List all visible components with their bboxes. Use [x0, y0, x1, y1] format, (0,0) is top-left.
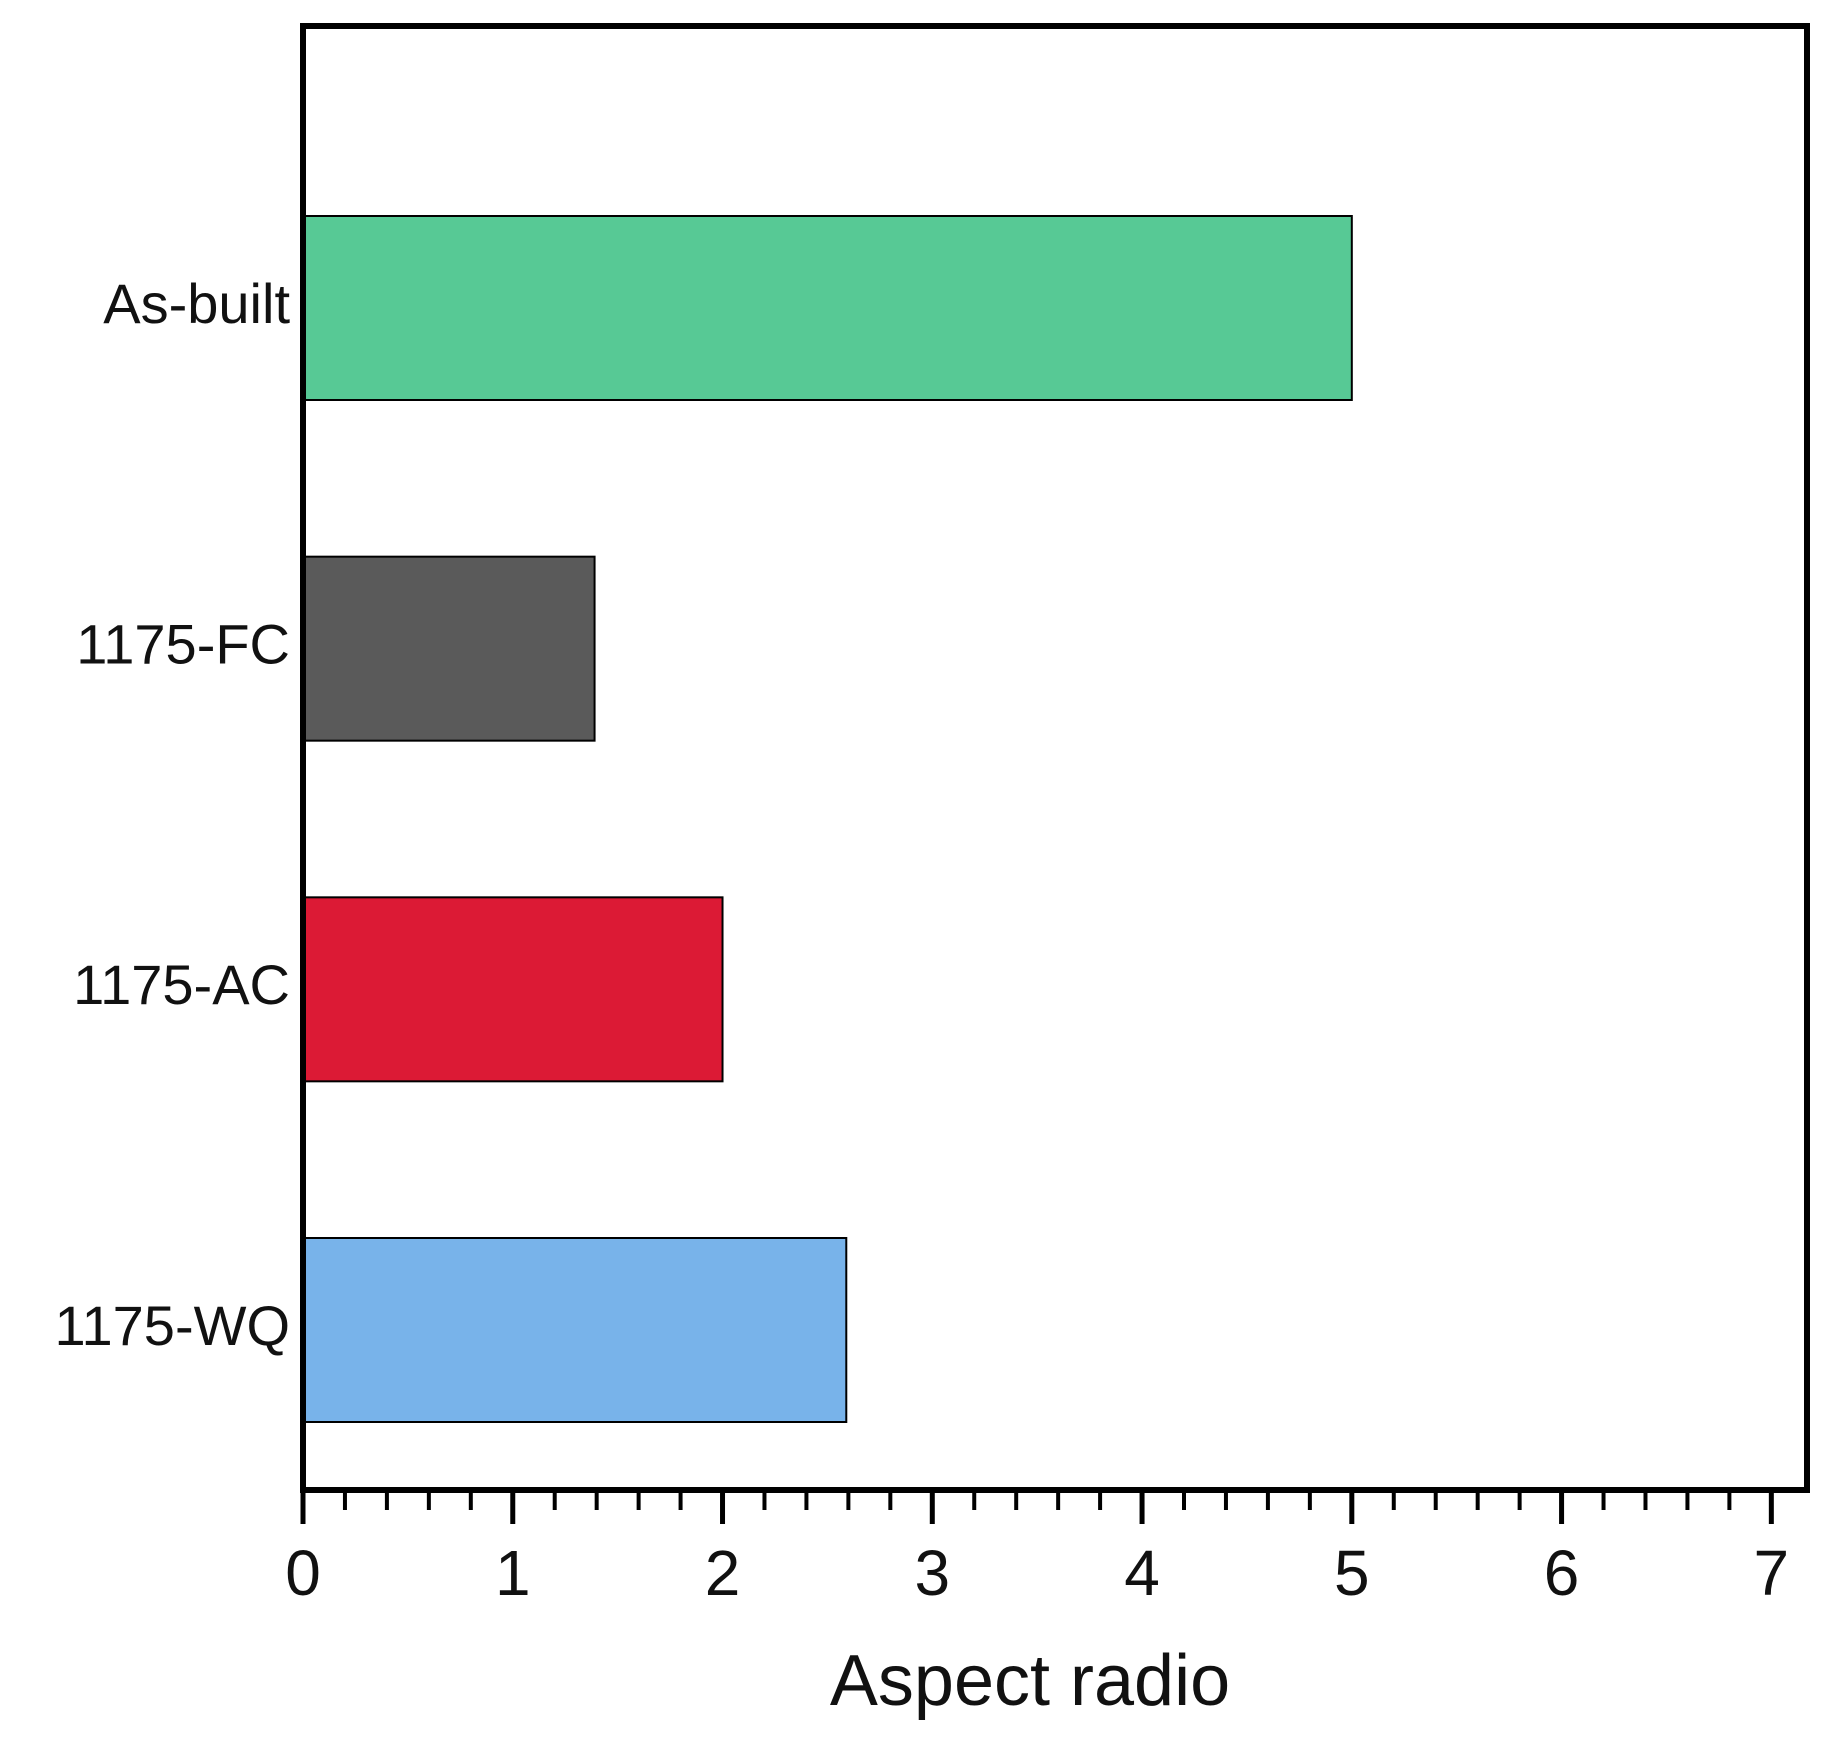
x-tick-label: 3 — [914, 1537, 950, 1609]
bar — [302, 555, 596, 742]
x-axis-label: Aspect radio — [830, 1641, 1230, 1721]
x-tick-label: 0 — [285, 1537, 321, 1609]
y-tick-label: As-built — [103, 272, 290, 335]
x-tick-label: 1 — [495, 1537, 531, 1609]
y-tick-label: 1175-WQ — [55, 1294, 290, 1357]
bar — [302, 896, 724, 1083]
x-tick-label: 7 — [1754, 1537, 1790, 1609]
y-tick-label: 1175-FC — [76, 612, 290, 675]
plot-frame — [300, 23, 1810, 1493]
x-tick-label: 6 — [1544, 1537, 1580, 1609]
bar — [302, 1237, 848, 1423]
y-tick-label: 1175-AC — [73, 953, 290, 1016]
bar — [302, 215, 1353, 401]
x-tick-label: 4 — [1124, 1537, 1160, 1609]
x-tick-label: 5 — [1334, 1537, 1370, 1609]
x-tick-label: 2 — [705, 1537, 741, 1609]
